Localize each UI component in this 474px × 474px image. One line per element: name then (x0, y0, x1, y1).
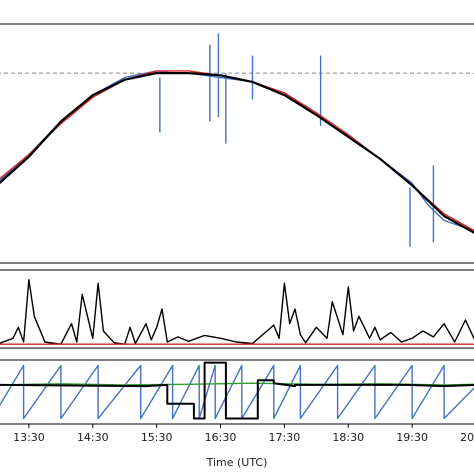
series-line-2-0 (0, 364, 474, 420)
series-line-2-2 (0, 361, 474, 420)
x-tick-labels: 13:30 14:30 15:30 16:30 17:30 18:30 19:30 20:30 (13, 424, 474, 444)
x-tick-label: 17:30 (269, 431, 301, 444)
series-line-0-1 (0, 70, 474, 232)
series-line-0-0 (0, 70, 474, 232)
panel-frame (0, 359, 474, 425)
x-tick-label: 20:30 (460, 431, 474, 444)
x-tick-label: 18:30 (332, 431, 364, 444)
x-tick-label: 15:30 (141, 431, 173, 444)
x-tick-label: 14:30 (77, 431, 109, 444)
bottom-panel (0, 359, 474, 425)
panel-frame (0, 269, 474, 349)
x-axis-label: Time (UTC) (206, 456, 268, 469)
panel-frame (0, 23, 474, 264)
x-tick-label: 13:30 (13, 431, 45, 444)
series-line-1-0 (0, 279, 474, 345)
x-tick-label: 16:30 (205, 431, 237, 444)
top-panel (0, 23, 474, 264)
middle-panel (0, 269, 474, 349)
series-line-0-2 (0, 71, 474, 234)
x-tick-label: 19:30 (396, 431, 428, 444)
